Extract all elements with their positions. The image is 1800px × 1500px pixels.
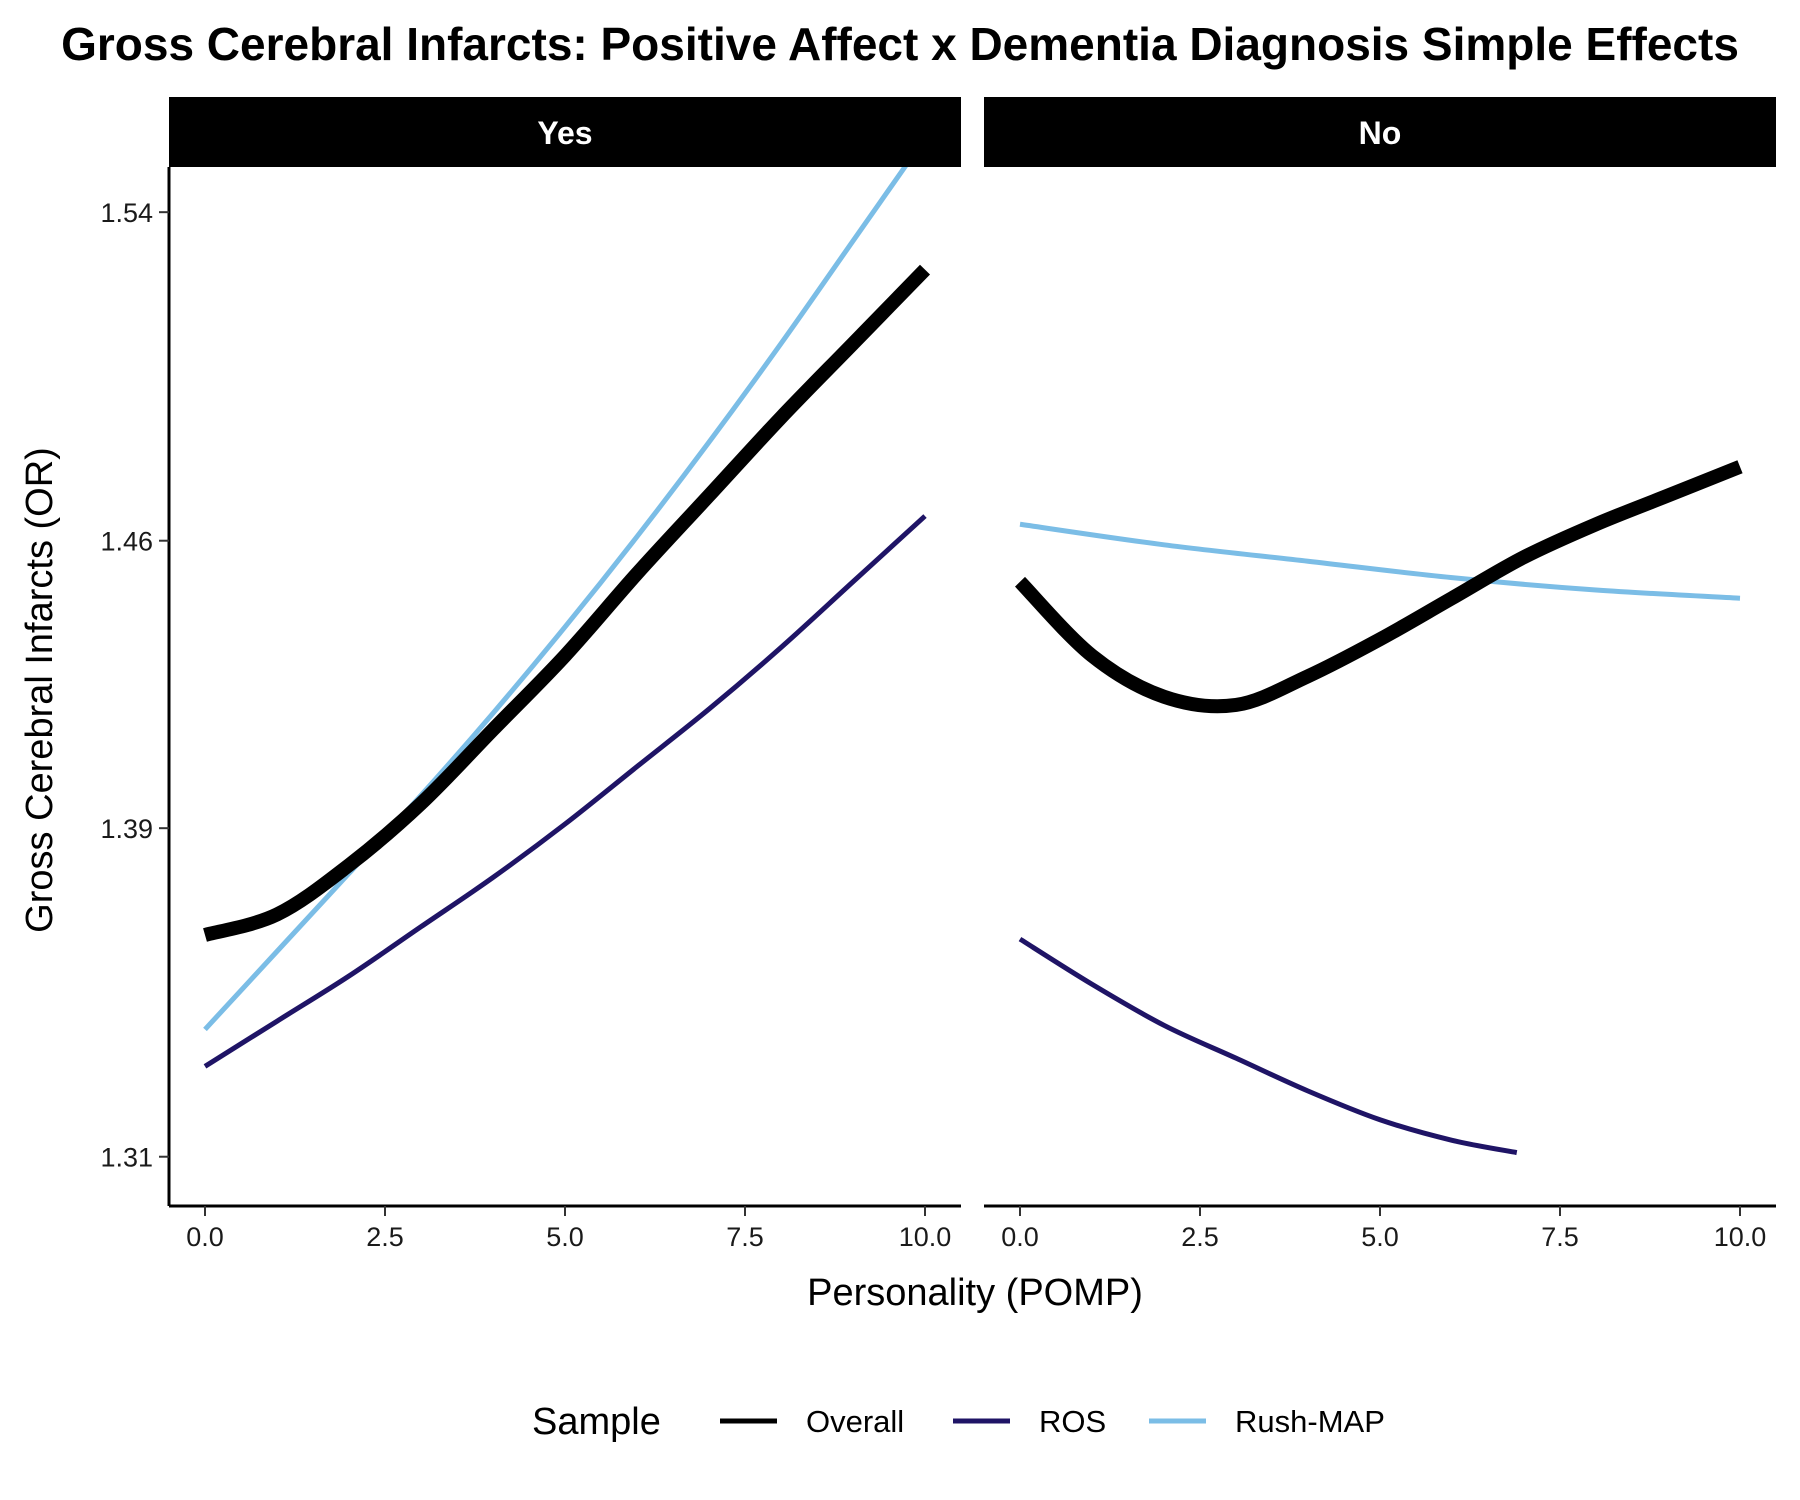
- series-line-ros: [203, 514, 927, 1069]
- x-tick-label: 2.5: [366, 1222, 404, 1252]
- x-tick-label: 5.0: [1361, 1222, 1399, 1252]
- x-tick-label: 10.0: [1714, 1222, 1767, 1252]
- legend: Sample Overall ROS Rush-MAP: [532, 1401, 1385, 1443]
- x-axis-title: Personality (POMP): [807, 1272, 1143, 1314]
- legend-item-overall: Overall: [720, 1404, 904, 1439]
- y-tick-label: 1.46: [100, 527, 153, 557]
- legend-label: ROS: [1039, 1404, 1106, 1439]
- series-line-overall: [1014, 460, 1743, 714]
- series-line-rush-map: [203, 167, 908, 1032]
- x-tick-label: 10.0: [899, 1222, 952, 1252]
- legend-title: Sample: [532, 1401, 661, 1443]
- legend-label: Overall: [806, 1404, 904, 1439]
- legend-item-rush-map: Rush-MAP: [1149, 1404, 1385, 1439]
- facet-strip-label: No: [1359, 115, 1402, 151]
- series-lines: [1014, 460, 1743, 1156]
- facet-strip: [169, 97, 961, 167]
- chart-title: Gross Cerebral Infarcts: Positive Affect…: [61, 18, 1739, 70]
- x-tick-label: 2.5: [1181, 1222, 1219, 1252]
- series-line-rush-map: [1019, 521, 1741, 601]
- series-lines: [203, 167, 931, 1069]
- x-tick-label: 7.5: [726, 1222, 764, 1252]
- series-line-ros: [1018, 936, 1518, 1156]
- series-line-overall: [203, 264, 931, 942]
- y-tick-label: 1.54: [100, 198, 153, 228]
- facet-strip: [984, 97, 1776, 167]
- legend-item-ros: ROS: [953, 1404, 1106, 1439]
- y-axis-title: Gross Cerebral Infarcts (OR): [19, 447, 61, 933]
- facet-strip-label: Yes: [537, 115, 592, 151]
- x-tick-label: 5.0: [546, 1222, 584, 1252]
- facet-panel-yes: Yes 0.0 2.5 5.0 7.5 10.0 1.31 1.39 1.46 1.54: [100, 97, 961, 1252]
- y-tick-label: 1.39: [100, 814, 153, 844]
- x-tick-label: 0.0: [1001, 1222, 1039, 1252]
- y-tick-label: 1.31: [100, 1143, 153, 1173]
- facet-panel-no: No 0.0 2.5 5.0 7.5 10.0: [984, 97, 1776, 1252]
- x-tick-label: 0.0: [186, 1222, 224, 1252]
- legend-label: Rush-MAP: [1235, 1404, 1385, 1439]
- x-tick-label: 7.5: [1541, 1222, 1579, 1252]
- facet-panels: Yes 0.0 2.5 5.0 7.5 10.0 1.31 1.39 1.46 1.54 No 0.0…: [100, 97, 1776, 1252]
